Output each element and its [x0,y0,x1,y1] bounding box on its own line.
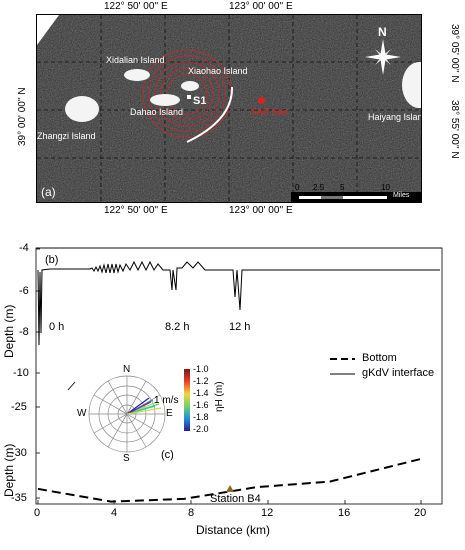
zhangzi-island-shape [65,96,99,122]
panel-b-label: (b) [45,254,59,266]
x-tick-16: 16 [338,507,351,519]
rose-east-label: E [166,408,173,419]
colorbar-tick-2: -1.2 [193,376,209,386]
sar-site-marker [258,97,265,104]
time-label-8h: 8.2 h [165,321,190,333]
bottom-lon-label-1: 122° 50' 00'' E [104,205,168,216]
legend-bottom-label: Bottom [362,352,397,364]
scale-unit: Miles [393,192,410,199]
x-tick-0: 0 [34,507,41,519]
bottom-lon-label-2: 123° 00' 00'' E [229,205,293,216]
panel-c-y-tick-3: -35 [11,492,27,504]
rose-south-label: S [123,453,130,464]
xiaohao-label: Xiaohao Island [188,66,248,76]
panel-a-label: (a) [41,185,56,199]
station-b4-marker [226,485,234,492]
colorbar-label: ηH (m) [214,381,225,412]
xiaohao-island-shape [181,81,199,91]
zhangzi-label: Zhangzi Island [37,131,96,141]
legend-gkdv-label: gKdV interface [362,367,435,379]
colorbar-tick-1: -1.0 [193,364,209,374]
haiyang-island-shape [402,62,421,108]
colorbar-tick-3: -1.4 [193,388,209,398]
panel-c-label: (c) [161,449,174,461]
top-lon-label-2: 123° 00' 00'' E [229,1,293,12]
compass-north-label: N [378,25,387,39]
right-lat-label-1: 39° 05' 00'' N [449,24,460,83]
time-label-12h: 12 h [229,321,251,333]
panel-b-y-tick-3: -8 [19,326,29,338]
scale-tick-2: 5 [340,183,345,192]
scale-tick-0: 0 [295,183,300,192]
x-tick-4: 4 [111,507,118,519]
x-tick-20: 20 [414,507,427,519]
left-lat-label: 39° 00' 00'' N [17,87,28,146]
colorbar-tick-6: -2.0 [193,424,209,434]
dahao-label: Dahao Island [130,107,184,117]
xidalian-island-shape [124,69,150,81]
panel-b-y-tick-4: -10 [13,367,29,379]
panel-b-y-axis-label: Depth (m) [2,304,16,358]
rose-north-label: N [123,364,131,375]
s1-label: S1 [193,95,207,107]
station-b4-label: Station B4 [210,493,261,505]
s1-marker [187,95,191,99]
colorbar [184,369,190,431]
rose-west-label: W [77,408,87,419]
xidalian-label: Xidalian Island [106,55,165,65]
rose-speed-label: 1 m/s [154,395,179,406]
colorbar-tick-5: -1.8 [193,412,209,422]
panel-b-y-tick-2: -6 [19,285,29,297]
x-tick-8: 8 [188,507,195,519]
sar-site-label: SAR Site [251,107,288,117]
panel-c-y-tick-1: -25 [11,401,27,413]
scale-tick-3: 10 [381,183,390,192]
top-lon-label-1: 122° 50' 00'' E [104,1,168,12]
time-label-0h: 0 h [49,321,65,333]
dahao-island-shape [150,94,180,106]
colorbar-tick-4: -1.6 [193,400,209,410]
sea-texture [37,15,421,202]
satellite-map: Xidalian Island Xiaohao Island Dahao Isl… [36,14,422,203]
x-tick-12: 12 [261,507,274,519]
x-axis-label: Distance (km) [196,523,271,537]
scale-tick-1: 2.5 [313,183,325,192]
right-lat-label-2: 38° 55' 00'' N [449,100,460,159]
haiyang-label: Haiyang Island [368,112,422,122]
panel-b-y-tick-1: -4 [19,242,29,254]
panel-c-y-tick-2: -30 [11,447,27,459]
